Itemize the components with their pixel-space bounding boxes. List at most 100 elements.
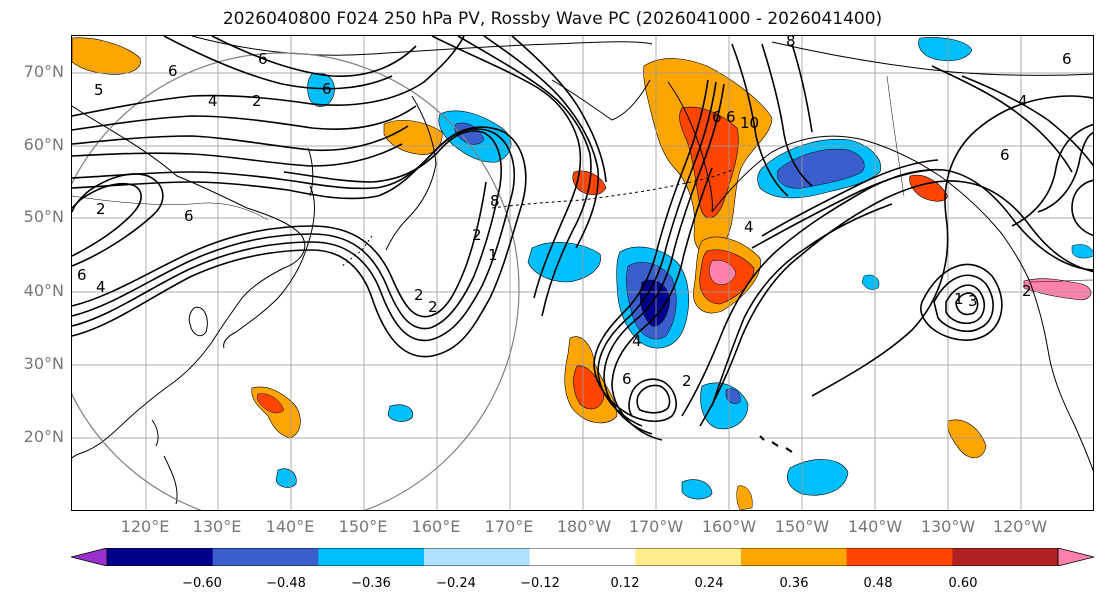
contour-16 bbox=[597, 81, 717, 427]
coast-hawaii bbox=[759, 435, 793, 453]
contour-20 bbox=[636, 384, 671, 414]
contour-label: 10 bbox=[740, 114, 759, 132]
pv-negative-w-pacific-small bbox=[275, 468, 297, 488]
contour-label: 6 bbox=[184, 207, 194, 225]
colorbar-tick: 0.12 bbox=[610, 576, 640, 591]
pv-negative-arctic-right bbox=[918, 37, 973, 62]
contour-label: 4 bbox=[1018, 92, 1028, 110]
lon-label-150e: 150°E bbox=[338, 517, 388, 536]
lon-label-150w: 150°W bbox=[774, 517, 830, 536]
colorbar-tick: −0.48 bbox=[266, 576, 306, 591]
colorbar-extend-low bbox=[70, 547, 108, 567]
contour-24 bbox=[761, 159, 939, 237]
pv-negative-east-pacific-b bbox=[681, 479, 713, 500]
lat-label-70n: 70°N bbox=[23, 62, 64, 81]
contour-15 bbox=[593, 79, 709, 417]
contour-33 bbox=[811, 95, 1093, 397]
colorbar-tick: 0.60 bbox=[948, 576, 978, 591]
colorbar-tick: −0.36 bbox=[351, 576, 391, 591]
colorbar-segment bbox=[741, 548, 848, 566]
coast-aleutians bbox=[491, 169, 733, 209]
pv-positive-alaska-coast bbox=[909, 174, 949, 202]
contour-9 bbox=[211, 36, 417, 77]
contour-label: 4 bbox=[744, 218, 754, 236]
pv-negative-gulf-alaska-core bbox=[776, 148, 865, 189]
contour-label: 2 bbox=[1022, 282, 1032, 300]
contour-label: 6 bbox=[322, 80, 332, 98]
map-canvas: 5 6 6 4 6 2 2 6 4 6 8 8 4 2 1 2 2 10 6 6… bbox=[72, 36, 1093, 510]
contour-12 bbox=[457, 36, 592, 317]
pv-negative-mid-pacific bbox=[527, 242, 601, 283]
contour-label: 8 bbox=[786, 36, 796, 50]
contour-label: 2 bbox=[252, 92, 262, 110]
contour-label: 4 bbox=[208, 92, 218, 110]
colorbar-tick: 0.24 bbox=[694, 576, 724, 591]
contour-3 bbox=[72, 130, 502, 330]
contour-26 bbox=[731, 43, 789, 197]
contour-11 bbox=[431, 36, 582, 299]
contour-40 bbox=[72, 182, 142, 257]
lat-label-50n: 50°N bbox=[23, 207, 64, 226]
colorbar-tick: −0.24 bbox=[436, 576, 476, 591]
contour-label: 6 bbox=[1062, 50, 1072, 68]
lon-label-130w: 130°W bbox=[920, 517, 976, 536]
coast-korea bbox=[188, 306, 208, 337]
contour-22 bbox=[699, 180, 1093, 427]
pv-strong-south-cutoff bbox=[573, 365, 605, 410]
contour-28 bbox=[791, 43, 813, 133]
contour-10 bbox=[163, 36, 393, 90]
colorbar-segment bbox=[529, 548, 636, 566]
contour-23 bbox=[711, 203, 893, 407]
contour-label: 2 bbox=[428, 298, 438, 316]
contour-4 bbox=[72, 181, 487, 318]
pv-negative-us-coast bbox=[1071, 244, 1093, 259]
contour-1 bbox=[72, 126, 527, 358]
colorbar-segment bbox=[952, 548, 1059, 566]
coast-chukotka bbox=[551, 79, 651, 121]
contour-label: 6 bbox=[712, 108, 722, 126]
contour-29 bbox=[920, 263, 1003, 341]
pv-negative-hawaii-core bbox=[725, 388, 741, 404]
pv-positive-hawaii-small bbox=[736, 485, 753, 510]
contour-label: 6 bbox=[1000, 146, 1010, 164]
coast-canada-north bbox=[771, 41, 1093, 76]
contour-8 bbox=[72, 36, 465, 117]
colorbar-svg bbox=[70, 547, 1095, 567]
pv-anomaly-shading bbox=[72, 37, 1092, 510]
contour-label: 2 bbox=[414, 286, 424, 304]
lon-label-120e: 120°E bbox=[120, 517, 170, 536]
political-borders bbox=[72, 75, 1093, 283]
contour-38 bbox=[931, 65, 1073, 173]
contour-2 bbox=[72, 128, 515, 342]
contour-31 bbox=[945, 284, 986, 325]
pv-negative-okhotsk-core bbox=[454, 122, 485, 145]
coast-japan bbox=[223, 185, 315, 349]
map-panel: 5 6 6 4 6 2 2 6 4 6 8 8 4 2 1 2 2 10 6 6… bbox=[71, 35, 1094, 511]
contour-label: 6 bbox=[258, 50, 268, 68]
border-us-canada bbox=[1029, 279, 1093, 283]
contour-14 bbox=[511, 36, 607, 183]
contour-label: 4 bbox=[96, 278, 106, 296]
colorbar-segment bbox=[424, 548, 531, 566]
contour-6 bbox=[72, 125, 409, 152]
contour-5 bbox=[72, 143, 403, 167]
contour-label: 4 bbox=[632, 332, 642, 350]
lon-label-160w: 160°W bbox=[701, 517, 757, 536]
contour-18 bbox=[611, 167, 713, 441]
colorbar-segment bbox=[846, 548, 953, 566]
contour-label: 3 bbox=[968, 292, 978, 310]
lon-label-140e: 140°E bbox=[265, 517, 315, 536]
contour-label: 8 bbox=[490, 192, 500, 210]
colorbar bbox=[70, 547, 1095, 567]
reference-circle bbox=[72, 52, 520, 510]
coastlines bbox=[72, 36, 1093, 505]
contour-label: 2 bbox=[96, 200, 106, 218]
contour-label: 1 bbox=[488, 246, 498, 264]
pv-negative-shading bbox=[275, 37, 1093, 500]
lat-label-40n: 40°N bbox=[23, 281, 64, 300]
lon-label-180w: 180°W bbox=[556, 517, 612, 536]
pv-negative-arctic-left bbox=[307, 72, 335, 107]
lon-label-170w: 170°W bbox=[628, 517, 684, 536]
contour-label: 2 bbox=[682, 372, 692, 390]
colorbar-extend-high bbox=[1057, 547, 1095, 567]
